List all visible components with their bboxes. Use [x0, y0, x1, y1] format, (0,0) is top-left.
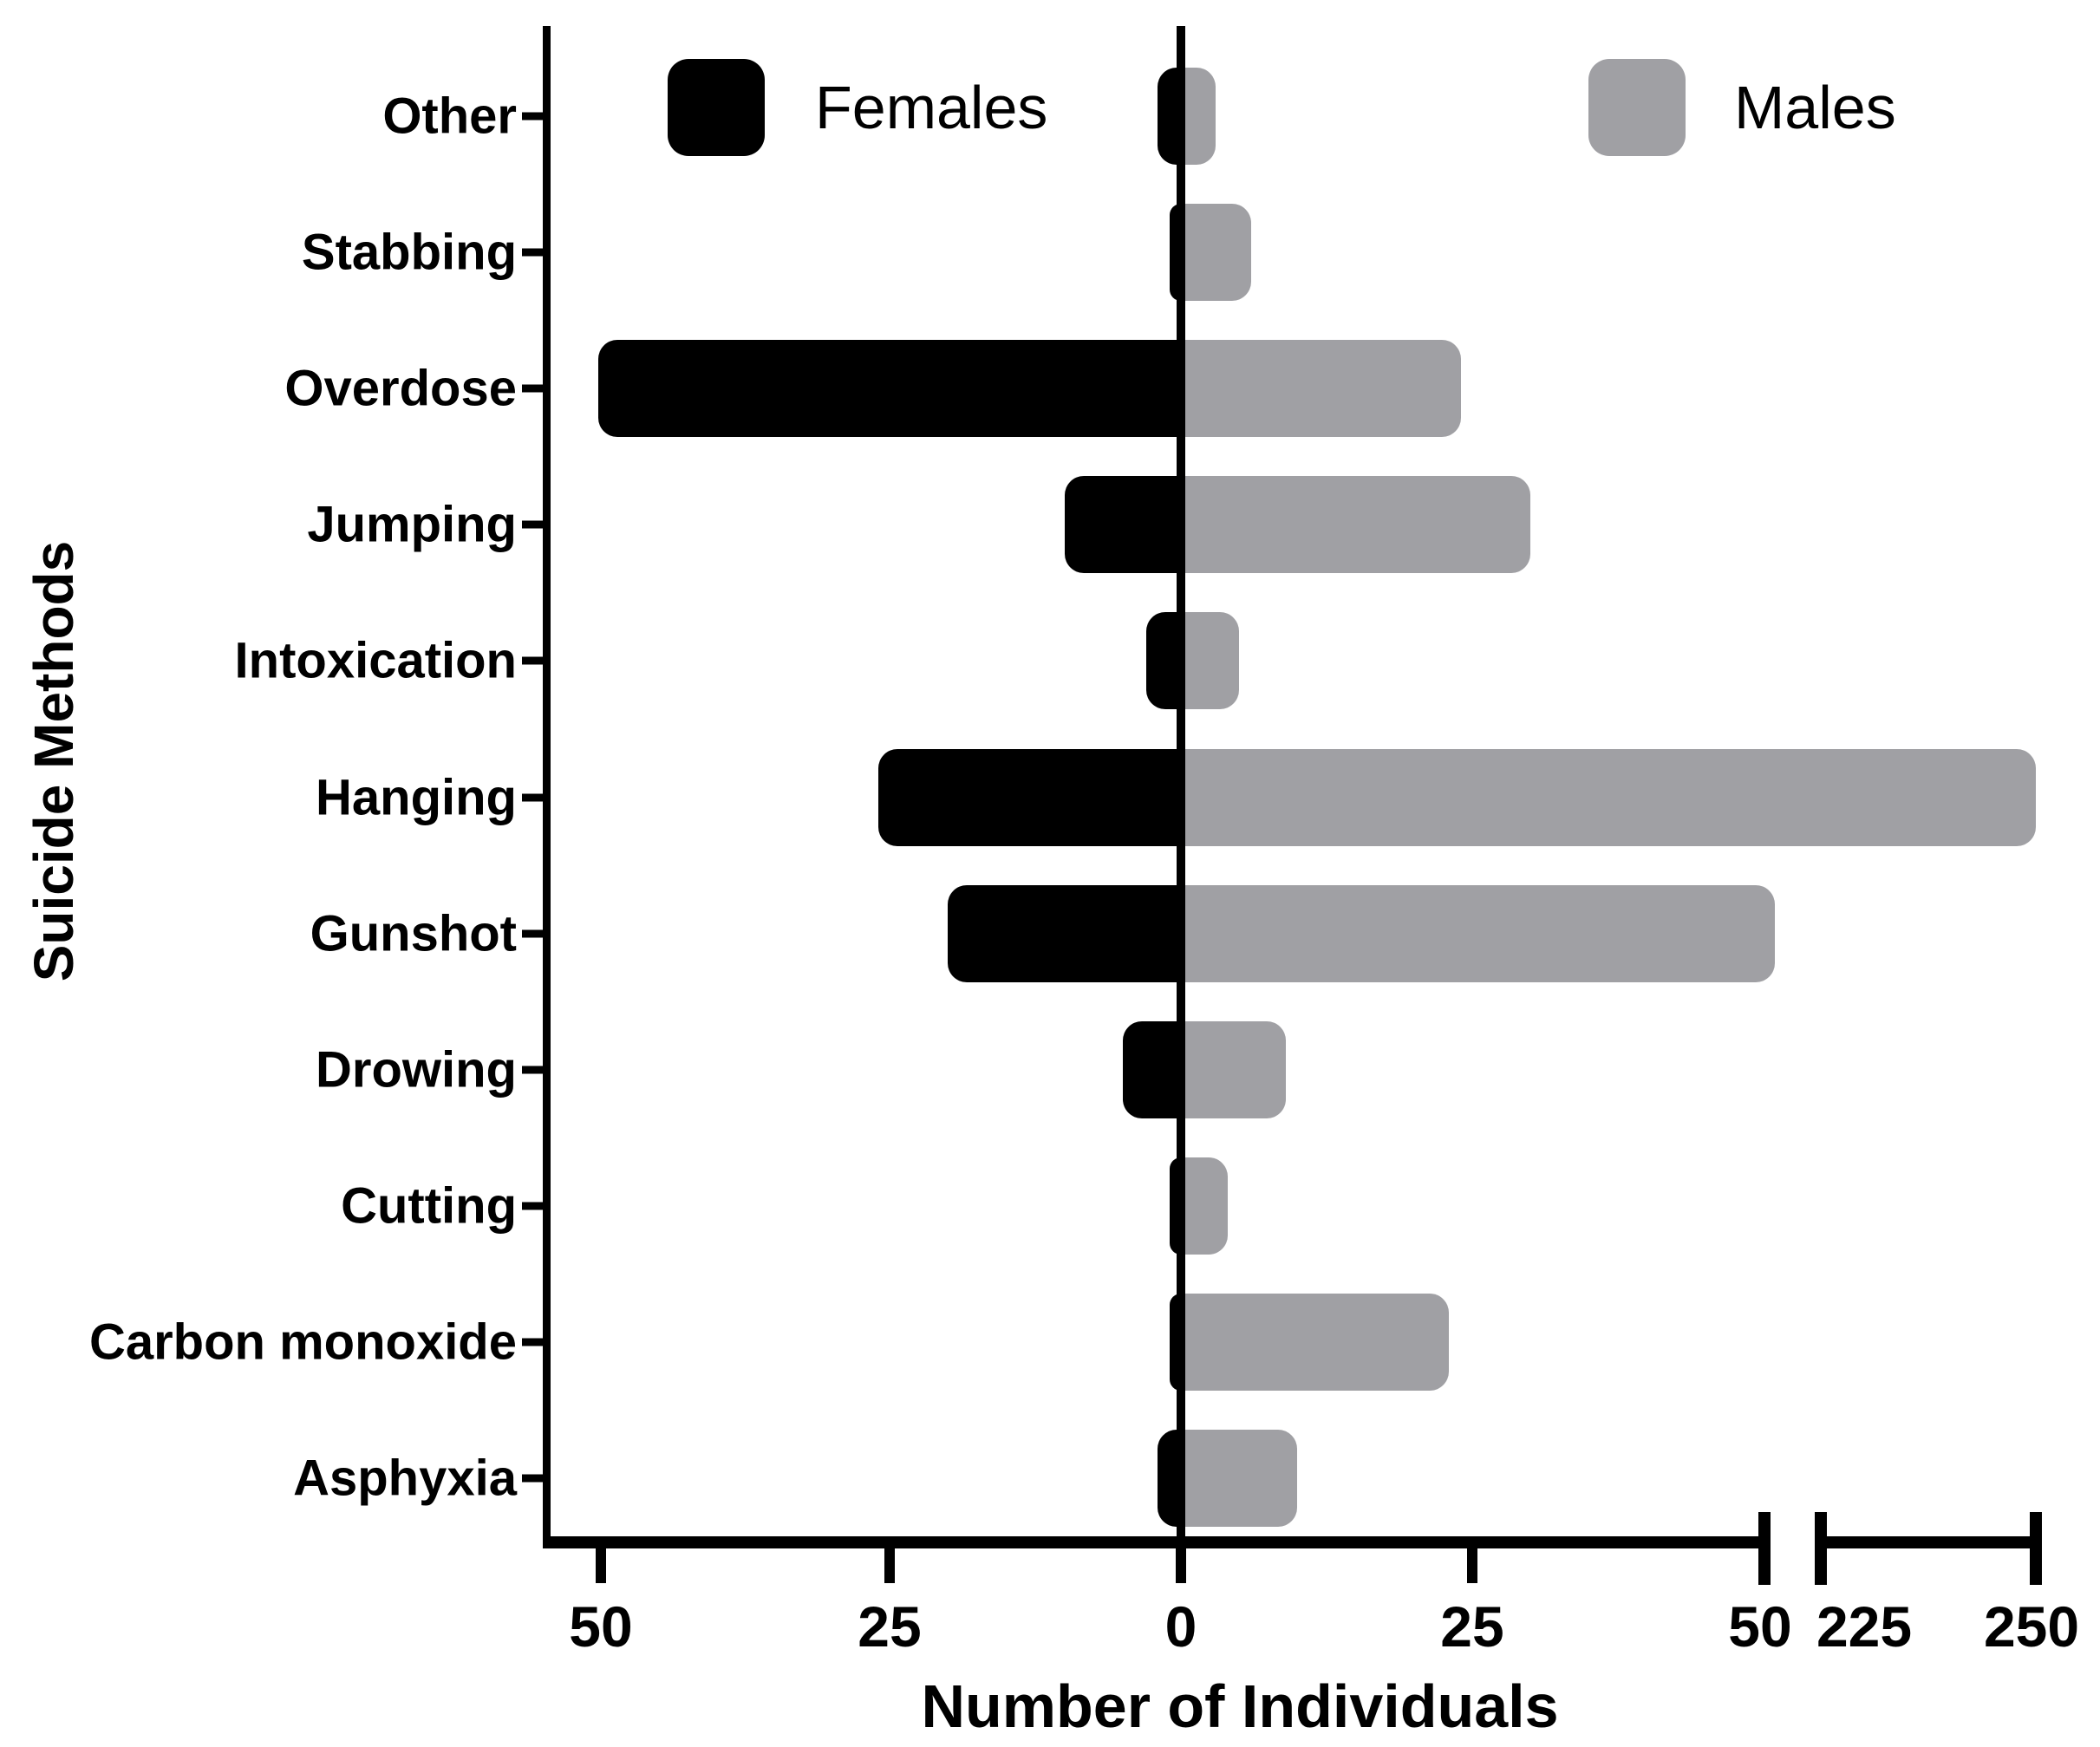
- zero-baseline: [1177, 26, 1185, 1548]
- category-label-carbon-monoxide: Carbon monoxide: [88, 1314, 517, 1371]
- y-axis-tick: [522, 1474, 546, 1483]
- category-label-other: Other: [382, 88, 517, 145]
- bar-males-intoxication: [1181, 612, 1240, 710]
- x-axis-segment-main: [543, 1536, 1770, 1548]
- x-axis-break-cap: [2030, 1512, 2042, 1585]
- y-axis-tick: [522, 112, 546, 121]
- y-axis-tick: [522, 793, 546, 801]
- x-axis-title: Number of Individuals: [921, 1672, 1559, 1740]
- bar-males-jumping: [1181, 476, 1531, 574]
- bar-males-other: [1181, 68, 1216, 165]
- bar-males-carbon-monoxide: [1181, 1293, 1450, 1391]
- bar-females-drowing: [1122, 1020, 1181, 1118]
- x-axis-break-cap: [1815, 1512, 1827, 1585]
- bar-females-gunshot: [948, 884, 1181, 982]
- x-tick-label-25: 25: [1440, 1594, 1504, 1659]
- category-label-cutting: Cutting: [341, 1177, 517, 1235]
- x-tick-label-50: 50: [569, 1594, 633, 1659]
- y-axis-tick: [522, 656, 546, 665]
- bar-females-overdose: [598, 340, 1181, 438]
- bar-males-hanging: [1181, 748, 2036, 846]
- x-tick-label-25: 25: [858, 1594, 922, 1659]
- legend-swatch-males: [1588, 59, 1686, 156]
- bar-males-overdose: [1181, 340, 1461, 438]
- bar-males-stabbing: [1181, 204, 1251, 302]
- y-axis-tick: [522, 520, 546, 529]
- x-axis-tick: [596, 1547, 606, 1583]
- y-axis-spine: [543, 26, 551, 1548]
- x-tick-label-225: 225: [1816, 1594, 1913, 1659]
- x-axis-tick: [884, 1547, 895, 1583]
- y-axis-tick: [522, 384, 546, 393]
- category-label-overdose: Overdose: [284, 360, 517, 417]
- bar-males-asphyxia: [1181, 1430, 1298, 1527]
- y-axis-tick: [522, 929, 546, 938]
- x-tick-label-0: 0: [1164, 1594, 1197, 1659]
- x-axis-tick: [1176, 1547, 1186, 1583]
- bar-males-cutting: [1181, 1157, 1228, 1255]
- bar-males-drowing: [1181, 1020, 1286, 1118]
- category-label-intoxication: Intoxication: [234, 632, 517, 689]
- category-label-gunshot: Gunshot: [310, 905, 517, 962]
- bar-females-intoxication: [1145, 612, 1181, 710]
- y-axis-tick: [522, 248, 546, 257]
- y-axis-tick: [522, 1202, 546, 1210]
- x-axis-break-cap: [1758, 1512, 1771, 1585]
- bar-females-jumping: [1064, 476, 1181, 574]
- category-label-stabbing: Stabbing: [301, 224, 517, 281]
- category-label-drowing: Drowing: [316, 1041, 517, 1098]
- legend-swatch-females: [668, 59, 765, 156]
- x-tick-label-50: 50: [1728, 1594, 1792, 1659]
- category-label-jumping: Jumping: [307, 496, 517, 553]
- category-label-hanging: Hanging: [316, 769, 517, 825]
- y-axis-tick: [522, 1066, 546, 1074]
- y-axis-title: Suicide Methods: [23, 540, 85, 982]
- y-axis-tick: [522, 1338, 546, 1346]
- legend-label-males: Males: [1734, 74, 1896, 141]
- x-axis-tick: [1467, 1547, 1477, 1583]
- bar-females-hanging: [877, 748, 1181, 846]
- bar-males-gunshot: [1181, 884, 1776, 982]
- x-tick-label-250: 250: [1983, 1594, 2080, 1659]
- category-label-asphyxia: Asphyxia: [293, 1450, 517, 1507]
- legend-label-females: Females: [815, 74, 1048, 141]
- x-axis-segment-after-break: [1816, 1536, 2041, 1548]
